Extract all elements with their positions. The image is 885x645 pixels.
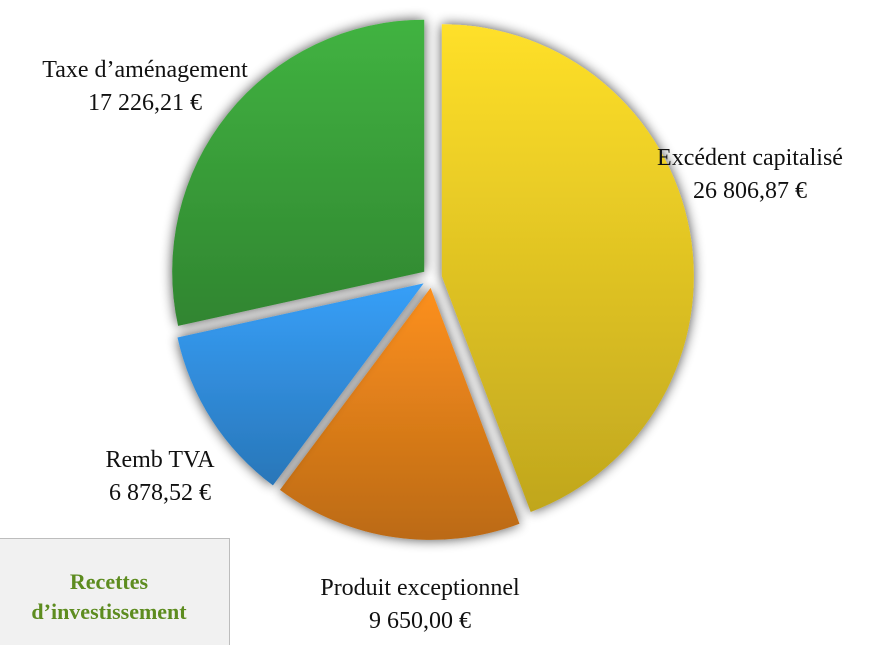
pie-slice xyxy=(279,287,520,540)
slice-value: 26 806,87 € xyxy=(693,178,807,204)
slice-value: 9 650,00 € xyxy=(369,608,471,634)
slice-label: Taxe d’aménagement xyxy=(42,57,248,83)
slice-label: Excédent capitalisé xyxy=(657,145,843,171)
pie-slice xyxy=(441,24,694,513)
pie xyxy=(172,19,694,540)
pie-slice xyxy=(177,283,424,486)
slice-label: Produit exceptionnel xyxy=(320,575,520,601)
slice-value: 17 226,21 € xyxy=(88,90,202,116)
slice-label: Remb TVA xyxy=(105,447,215,473)
chart-title: Recettes d’investissement xyxy=(0,538,230,645)
pie-slice xyxy=(172,19,425,326)
slice-value: 6 878,52 € xyxy=(109,480,211,506)
labels: Excédent capitalisé 26 806,87 € Produit ex… xyxy=(42,57,843,634)
